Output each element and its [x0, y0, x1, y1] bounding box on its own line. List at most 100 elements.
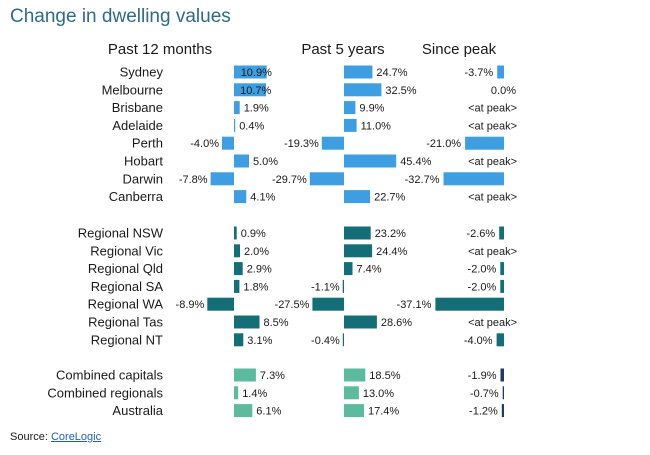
value-label-melbourne-col2: 32.5% — [385, 85, 416, 97]
row-label-melbourne: Melbourne — [102, 82, 163, 97]
row-label-australia: Australia — [112, 403, 163, 418]
bar-regional-wa-col1 — [207, 297, 234, 311]
bar-australia-col3 — [501, 404, 504, 418]
value-label-regional-qld-col3: -2.0% — [468, 264, 497, 276]
bar-combined-regionals-col3 — [502, 386, 504, 400]
bar-regional-qld-col3 — [500, 262, 504, 276]
bar-regional-wa-col2 — [312, 297, 344, 311]
row-label-regional-nsw: Regional NSW — [78, 226, 164, 241]
bar-regional-qld-col1 — [234, 262, 243, 276]
value-label-perth-col1: -4.0% — [190, 138, 219, 150]
row-label-regional-qld: Regional Qld — [88, 261, 163, 276]
value-label-combined-capitals-col2: 18.5% — [369, 370, 400, 382]
value-label-adelaide-col1: 0.4% — [239, 120, 264, 132]
value-label-regional-sa-col2: -1.1% — [311, 281, 340, 293]
row-label-hobart: Hobart — [124, 154, 163, 169]
bar-sydney-col2 — [344, 65, 373, 79]
bar-regional-nt-col1 — [234, 333, 244, 347]
value-label-sydney-col2: 24.7% — [376, 67, 407, 79]
bar-perth-col1 — [222, 136, 234, 150]
row-label-darwin: Darwin — [123, 171, 163, 186]
value-label-combined-regionals-col1: 1.4% — [242, 388, 267, 400]
value-label-canberra-col1: 4.1% — [250, 192, 275, 204]
bar-regional-vic-col1 — [234, 244, 240, 258]
value-label-perth-col3: -21.0% — [426, 138, 461, 150]
value-label-perth-col2: -19.3% — [284, 138, 319, 150]
row-label-adelaide: Adelaide — [112, 118, 163, 133]
bar-perth-col3 — [465, 136, 504, 150]
value-label-regional-qld-col2: 7.4% — [357, 264, 382, 276]
bar-adelaide-col2 — [344, 118, 357, 132]
column-header-2: Past 5 years — [301, 41, 384, 58]
row-label-regional-tas: Regional Tas — [88, 315, 163, 330]
value-label-darwin-col3: -32.7% — [405, 174, 440, 186]
bar-brisbane-col2 — [344, 101, 356, 115]
bar-regional-nt-col3 — [496, 333, 504, 347]
bar-combined-capitals-col1 — [234, 368, 256, 382]
bar-canberra-col1 — [234, 190, 247, 204]
value-label-combined-regionals-col2: 13.0% — [363, 388, 394, 400]
bar-canberra-col2 — [344, 190, 371, 204]
value-label-regional-nt-col1: 3.1% — [247, 335, 272, 347]
value-label-regional-tas-col1: 8.5% — [264, 317, 289, 329]
source-link[interactable]: CoreLogic — [50, 431, 102, 443]
bar-australia-col1 — [234, 404, 253, 418]
bar-combined-capitals-col2 — [344, 368, 366, 382]
chart-title: Change in dwelling values — [10, 6, 231, 27]
value-label-brisbane-col2: 9.9% — [359, 103, 384, 115]
value-label-hobart-col3: <at peak> — [468, 156, 517, 168]
bar-darwin-col1 — [210, 172, 234, 186]
row-label-regional-wa: Regional WA — [88, 297, 164, 312]
value-label-regional-wa-col3: -37.1% — [397, 299, 432, 311]
row-label-sydney: Sydney — [120, 65, 164, 80]
value-label-regional-nt-col2: -0.4% — [311, 335, 340, 347]
value-label-regional-sa-col1: 1.8% — [243, 281, 268, 293]
value-label-regional-wa-col1: -8.9% — [176, 299, 205, 311]
bar-regional-nsw-col2 — [344, 226, 371, 240]
row-label-canberra: Canberra — [109, 189, 164, 204]
bar-regional-qld-col2 — [344, 262, 353, 276]
value-label-hobart-col2: 45.4% — [400, 156, 431, 168]
bar-australia-col2 — [344, 404, 364, 418]
bar-combined-regionals-col2 — [344, 386, 359, 400]
row-label-combined-regionals: Combined regionals — [47, 385, 163, 400]
value-label-adelaide-col2: 11.0% — [361, 120, 392, 132]
bar-regional-vic-col2 — [344, 244, 373, 258]
value-label-adelaide-col3: <at peak> — [468, 120, 517, 132]
value-label-canberra-col3: <at peak> — [468, 192, 517, 204]
bar-melbourne-col1 — [234, 83, 267, 97]
value-label-regional-tas-col3: <at peak> — [468, 317, 517, 329]
value-label-brisbane-col1: 1.9% — [244, 103, 269, 115]
source-note: Source: CoreLogic — [10, 431, 101, 443]
value-label-regional-vic-col2: 24.4% — [376, 246, 407, 258]
bar-melbourne-col2 — [344, 83, 382, 97]
column-header-3: Since peak — [422, 41, 497, 58]
value-label-sydney-col1: 10.9% — [241, 67, 272, 79]
value-label-sydney-col3: -3.7% — [464, 67, 493, 79]
value-label-australia-col1: 6.1% — [256, 406, 281, 418]
value-label-hobart-col1: 5.0% — [253, 156, 278, 168]
value-label-darwin-col2: -29.7% — [272, 174, 307, 186]
value-label-regional-vic-col1: 2.0% — [244, 246, 269, 258]
bar-regional-tas-col1 — [234, 315, 260, 329]
bar-regional-tas-col2 — [344, 315, 377, 329]
value-label-australia-col3: -1.2% — [469, 406, 498, 418]
bar-regional-wa-col3 — [435, 297, 504, 311]
source-label: Source: — [10, 431, 51, 443]
bar-regional-sa-col3 — [500, 279, 504, 293]
bar-brisbane-col1 — [234, 101, 240, 115]
value-label-regional-vic-col3: <at peak> — [468, 246, 517, 258]
bar-regional-sa-col1 — [234, 279, 240, 293]
bar-regional-nt-col2 — [342, 333, 344, 347]
value-label-regional-nsw-col1: 0.9% — [241, 228, 266, 240]
value-label-darwin-col1: -7.8% — [179, 174, 208, 186]
value-label-melbourne-col3: 0.0% — [491, 85, 516, 97]
bar-combined-regionals-col1 — [234, 386, 239, 400]
bar-darwin-col2 — [309, 172, 344, 186]
value-label-regional-tas-col2: 28.6% — [381, 317, 412, 329]
value-label-melbourne-col1: 10.7% — [240, 85, 271, 97]
value-label-combined-capitals-col3: -1.9% — [468, 370, 497, 382]
value-label-regional-nt-col3: -4.0% — [464, 335, 493, 347]
bar-combined-capitals-col3 — [500, 368, 504, 382]
